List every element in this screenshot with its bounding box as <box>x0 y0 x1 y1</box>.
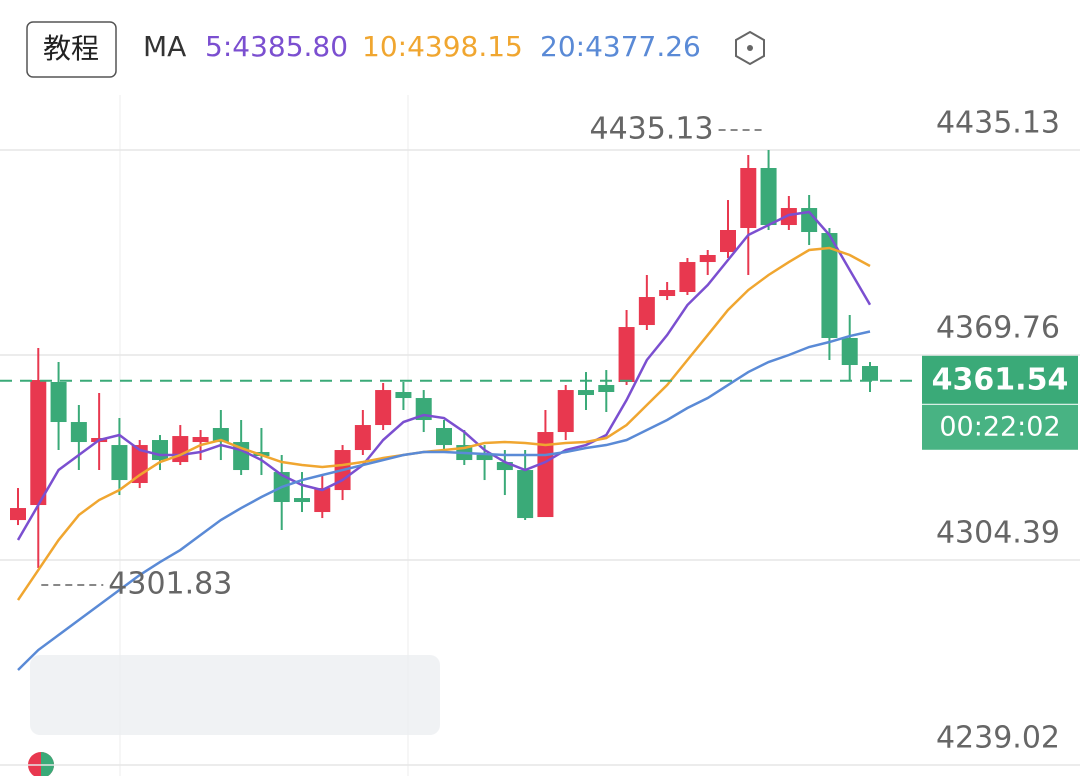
candle-body <box>699 254 716 263</box>
ma-line <box>16 246 871 601</box>
countdown-label: 00:22:02 <box>939 411 1060 442</box>
ma-title: MA <box>143 30 186 63</box>
candle-body <box>152 440 168 461</box>
legend-entry: 5:4385.80 <box>205 30 348 63</box>
tutorial-button[interactable] <box>26 21 117 78</box>
candle-body <box>375 390 392 426</box>
button-label[interactable]: 教程 <box>43 32 99 65</box>
ma-line <box>16 210 872 541</box>
candle-body <box>10 508 26 521</box>
settings-icon[interactable] <box>735 30 765 66</box>
candle-body <box>821 233 838 339</box>
candle-body <box>760 168 777 226</box>
candle-body <box>436 428 452 446</box>
candle-body <box>314 488 331 513</box>
candle-body <box>618 327 635 383</box>
hexagon[interactable] <box>735 30 765 66</box>
candle-body <box>111 445 128 481</box>
y-tick-label: 4435.13 <box>936 106 1060 141</box>
y-tick-label: 4304.39 <box>936 516 1060 551</box>
candle-body <box>740 168 757 228</box>
candle-body <box>212 428 229 443</box>
dot[interactable] <box>747 45 753 51</box>
candle-body <box>780 208 797 226</box>
legend-entry: 20:4377.26 <box>540 30 701 63</box>
last-price-label: 4361.54 <box>932 362 1069 397</box>
candle-body <box>638 297 655 326</box>
countdown-box <box>922 404 1078 450</box>
candle-body <box>395 392 412 399</box>
candle-body <box>294 498 310 503</box>
candle-body <box>720 230 736 253</box>
y-tick-label: 4369.76 <box>936 311 1060 346</box>
watermark <box>30 655 440 735</box>
candle-body <box>354 425 371 451</box>
price-box <box>922 355 1078 404</box>
candle-body <box>659 290 676 297</box>
candle-body <box>50 382 67 423</box>
ma-line <box>17 330 871 671</box>
candle-body <box>517 470 534 519</box>
logo-half <box>41 752 54 776</box>
candle-body <box>862 366 878 381</box>
candle-body <box>496 462 513 471</box>
candle-body <box>578 390 594 396</box>
candle-body <box>192 437 209 443</box>
candle-body <box>557 390 574 433</box>
candle-body <box>70 422 87 443</box>
candle-body <box>841 338 858 366</box>
candle-body <box>476 455 493 461</box>
min-label: 4301.83 <box>108 567 232 602</box>
candle-body <box>801 208 818 233</box>
candle-body <box>30 380 47 506</box>
candle-body <box>679 262 696 293</box>
max-label: 4435.13 <box>590 112 714 147</box>
y-tick-label: 4239.02 <box>936 721 1060 756</box>
candle-body <box>598 385 615 393</box>
legend-entry: 10:4398.15 <box>362 30 523 63</box>
